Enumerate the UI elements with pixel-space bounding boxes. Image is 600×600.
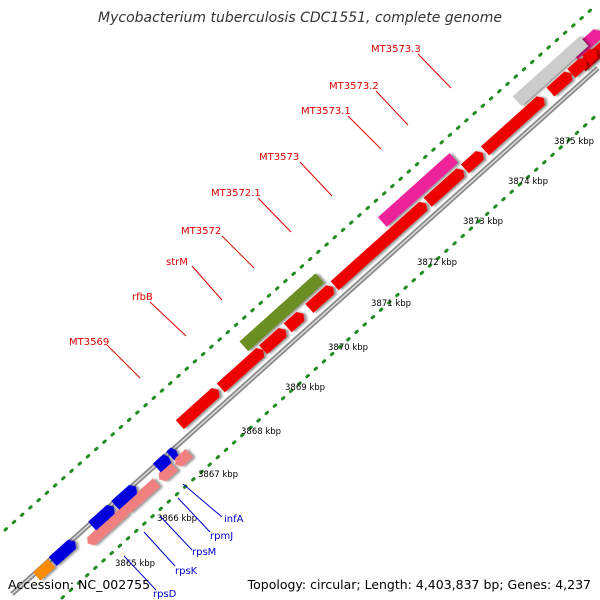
gene-block-blue[interactable] [152,453,173,473]
gene-label: MT3569 [69,337,109,348]
gene-block-red[interactable] [305,283,337,313]
gene-label: MT3573.1 [301,106,351,117]
topology-text: Topology: circular; Length: 4,403,837 bp… [247,577,591,592]
gene-block-orange[interactable] [32,559,56,581]
gene-block-blue[interactable] [111,482,140,510]
gene-label: rpsD [153,589,177,600]
gene-block-magenta[interactable] [377,153,459,227]
gene-block-red[interactable] [330,199,431,291]
scale-label: 3875 kbp [554,137,594,147]
gene-label: infA [224,514,244,525]
gene-label: MT3573.3 [371,44,421,55]
scale-label: 3865 kbp [115,559,155,569]
scale-label: 3871 kbp [371,299,411,309]
gene-block-blue[interactable] [88,502,118,531]
gene-block-olive[interactable] [239,273,325,352]
gene-block-red[interactable] [423,166,468,207]
scale-label: 3867 kbp [198,470,238,480]
map-title: Mycobacterium tuberculosis CDC1551, comp… [98,10,502,26]
gene-label: strM [166,257,188,268]
gene-block-red[interactable] [460,148,487,174]
gene-block-red[interactable] [259,325,289,355]
gene-label: rpsM [192,547,216,558]
gene-label: rpmJ [210,531,233,542]
scale-label: 3874 kbp [508,177,548,187]
gene-labels-upper: MT3569 rfbB strM MT3572 MT3572.1 MT3573 … [69,44,452,379]
scale-label: 3872 kbp [417,258,457,268]
scale-label: 3873 kbp [463,217,503,227]
gene-block-red[interactable] [582,46,600,65]
gene-label: rpsK [175,566,198,577]
gene-block-pink[interactable] [84,506,129,548]
gene-block-gray[interactable] [512,36,589,107]
gene-label: rfbB [132,292,153,303]
gene-block-red[interactable] [567,56,590,78]
gene-block-pink[interactable] [120,478,161,516]
gene-block-pink[interactable] [172,449,193,469]
gene-block-red[interactable] [546,69,575,97]
gene-label: MT3572 [181,226,221,237]
scale-label: 3869 kbp [285,383,325,393]
gene-label: MT3573 [259,152,299,163]
gene-block-red[interactable] [175,385,223,430]
gene-block-red[interactable] [216,345,267,393]
gene-labels-lower: rpsD rpsK rpsM rpmJ infA [123,483,244,600]
gene-block-pink[interactable] [156,462,179,484]
scale-label: 3868 kbp [241,427,281,437]
accession-text: Accession: NC_002755 [8,577,151,592]
gene-block-blue[interactable] [166,446,180,461]
gene-label: MT3573.2 [329,81,379,92]
gene-label: MT3572.1 [211,188,261,199]
gene-block-red[interactable] [283,309,308,333]
outer-ruler-line [3,6,595,532]
scale-label: 3866 kbp [157,514,197,524]
gene-block-red[interactable] [480,94,548,156]
gene-block-blue[interactable] [48,537,79,566]
scale-label: 3870 kbp [328,343,368,353]
inner-ruler-line [60,110,600,600]
